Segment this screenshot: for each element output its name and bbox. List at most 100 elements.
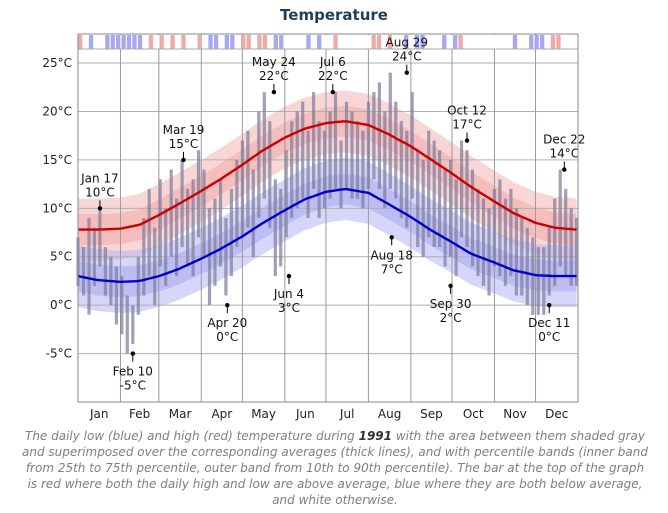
month-label: Aug bbox=[378, 407, 401, 421]
anomaly-segment bbox=[387, 35, 393, 49]
anomaly-segment bbox=[550, 35, 556, 49]
anomaly-segment bbox=[442, 35, 447, 49]
caption-year: 1991 bbox=[358, 429, 393, 443]
anomaly-segment bbox=[376, 35, 382, 49]
y-tick-label: 25°C bbox=[42, 56, 72, 70]
month-label: May bbox=[251, 407, 276, 421]
month-label: Oct bbox=[463, 407, 484, 421]
annotation-date: Apr 20 bbox=[207, 316, 247, 330]
chart-title: Temperature bbox=[280, 6, 388, 24]
y-tick-label: 10°C bbox=[42, 201, 72, 215]
daily-range-bar bbox=[492, 188, 496, 267]
anomaly-segment bbox=[371, 35, 376, 49]
annotation-date: Feb 10 bbox=[113, 365, 153, 379]
annotation-point bbox=[389, 235, 394, 240]
annotation-date: May 24 bbox=[252, 55, 296, 69]
annotation-point bbox=[404, 70, 409, 75]
anomaly-segment bbox=[420, 35, 425, 49]
anomaly-segment bbox=[148, 35, 153, 49]
annotation-point bbox=[181, 157, 186, 163]
annotation-point bbox=[97, 206, 103, 211]
anomaly-segment bbox=[534, 35, 539, 49]
anomaly-segment bbox=[415, 35, 420, 49]
daily-range-bar bbox=[273, 179, 277, 277]
anomaly-segment bbox=[121, 35, 126, 49]
annotation-point bbox=[286, 273, 292, 279]
y-tick-label: -5°C bbox=[46, 347, 72, 361]
annotation-value: 0°C bbox=[216, 330, 238, 344]
y-tick-label: 20°C bbox=[42, 104, 72, 118]
daily-range-bar bbox=[427, 130, 431, 238]
daily-range-bar bbox=[421, 159, 425, 257]
average-low-line bbox=[77, 187, 577, 283]
daily-range-bar bbox=[290, 121, 294, 218]
daily-range-bar bbox=[514, 208, 518, 296]
daily-range-bar bbox=[218, 179, 223, 267]
anomaly-segment bbox=[197, 35, 202, 49]
daily-range-bar bbox=[114, 266, 118, 325]
daily-range-bar bbox=[416, 150, 420, 247]
daily-range-bar bbox=[328, 111, 332, 199]
anomaly-segment bbox=[262, 35, 268, 49]
anomaly-segment bbox=[512, 35, 518, 49]
daily-range-bar bbox=[257, 111, 261, 218]
annotation-date: Dec 22 bbox=[543, 133, 585, 147]
daily-range-bar bbox=[503, 198, 507, 286]
annotation-date: Sep 30 bbox=[430, 297, 472, 311]
daily-range-bar bbox=[575, 218, 579, 286]
daily-range-bar bbox=[301, 101, 305, 199]
daily-range-bar bbox=[547, 227, 551, 296]
anomaly-segment bbox=[404, 35, 409, 49]
anomaly-segment bbox=[181, 35, 186, 49]
daily-range-bar bbox=[284, 150, 288, 238]
daily-range-bar bbox=[531, 237, 535, 315]
daily-range-bar bbox=[207, 208, 212, 306]
anomaly-segment bbox=[273, 35, 278, 49]
daily-range-bar bbox=[98, 208, 102, 267]
anomaly-segment bbox=[241, 35, 246, 49]
month-label: Jul bbox=[339, 407, 354, 421]
average-lines bbox=[77, 120, 577, 283]
daily-range-bar bbox=[350, 111, 354, 199]
temperature-chart: 25°C 20°C 15°C 10°C 5°C 0°C -5°C Jan Feb Mar Apr Ma… bbox=[42, 33, 585, 421]
month-label: Dec bbox=[545, 407, 568, 421]
daily-range-bar bbox=[224, 218, 228, 296]
anomaly-segment bbox=[529, 35, 534, 49]
daily-range-bar bbox=[443, 169, 447, 267]
annotation-point bbox=[562, 167, 567, 172]
daily-range-bar bbox=[410, 92, 414, 199]
daily-range-bar bbox=[509, 188, 513, 277]
daily-range-bar bbox=[87, 218, 91, 315]
daily-range-bar bbox=[251, 169, 255, 257]
daily-range-bar bbox=[339, 140, 343, 209]
low-band-outer bbox=[78, 158, 577, 313]
daily-range-bar bbox=[454, 179, 458, 277]
anomaly-segment bbox=[230, 35, 235, 49]
daily-range-bar bbox=[460, 140, 464, 238]
low-band-inner bbox=[78, 173, 577, 298]
daily-range-bar bbox=[235, 159, 239, 248]
month-label: Nov bbox=[503, 407, 526, 421]
daily-range-bar bbox=[136, 256, 140, 315]
annotation-value: 17°C bbox=[452, 118, 482, 132]
daily-range-bar bbox=[81, 247, 86, 296]
anomaly-segment bbox=[208, 35, 213, 49]
annotation-point bbox=[130, 351, 135, 356]
daily-range-bar bbox=[333, 92, 338, 189]
anomaly-segment bbox=[246, 35, 251, 49]
caption-text-before: The daily low (blue) and high (red) temp… bbox=[24, 429, 359, 443]
daily-range-bar bbox=[553, 198, 557, 286]
anomaly-segment bbox=[88, 35, 94, 49]
annotation-date: Mar 19 bbox=[163, 123, 205, 137]
daily-range-bar bbox=[142, 218, 146, 296]
daily-range-bar bbox=[487, 208, 491, 296]
daily-range-bar bbox=[542, 247, 546, 315]
daily-range-bar bbox=[344, 101, 349, 189]
daily-range-bar bbox=[355, 121, 360, 199]
anomaly-segment bbox=[333, 35, 338, 49]
annotation-point bbox=[330, 89, 335, 95]
daily-range-bar bbox=[449, 159, 453, 257]
daily-range-bar bbox=[520, 218, 524, 296]
daily-range-bar bbox=[438, 150, 442, 247]
